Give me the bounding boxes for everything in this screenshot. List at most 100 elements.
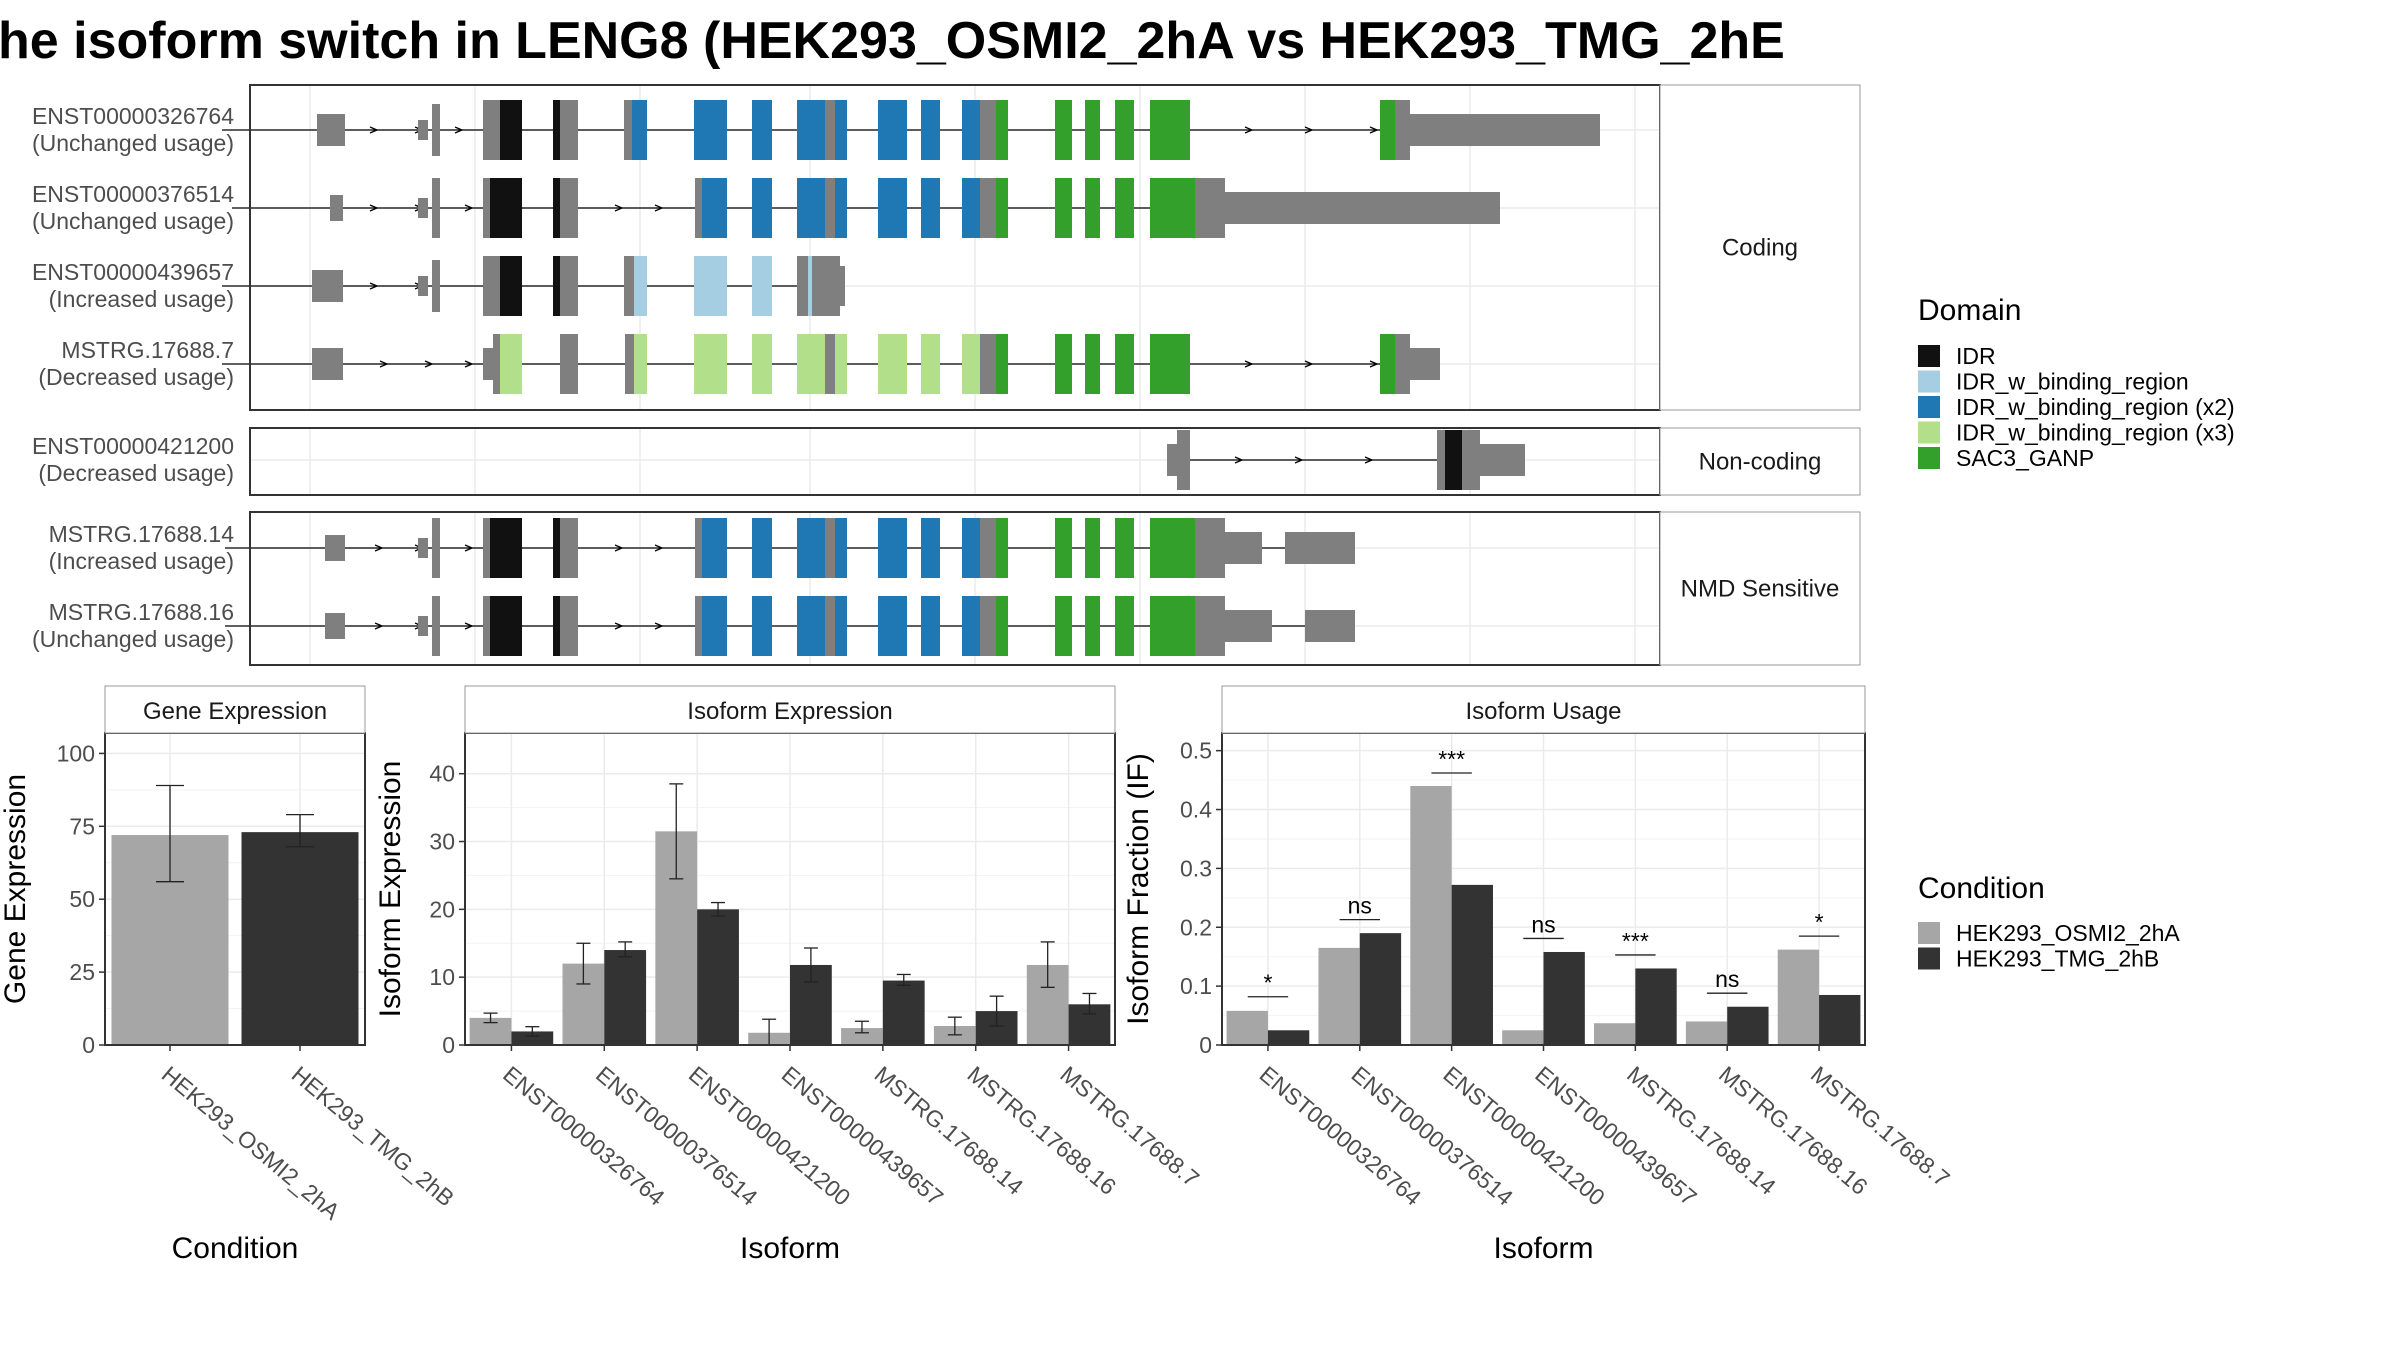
- transcript-id: ENST00000326764: [32, 103, 234, 129]
- direction-arrow: [374, 544, 384, 552]
- panel-background: [250, 512, 1660, 665]
- transcript-usage: (Unchanged usage): [32, 208, 234, 234]
- structure-panel-frame: Non-coding: [249, 427, 1861, 496]
- exon-utr: [418, 198, 428, 218]
- bar: [1226, 1010, 1268, 1045]
- exon-domain-idr: [490, 518, 522, 578]
- significance-label: *: [1815, 909, 1824, 935]
- bar: [1819, 994, 1861, 1045]
- direction-arrow: [614, 622, 624, 630]
- x-axis-title: Isoform: [740, 1232, 840, 1265]
- direction-arrow: [369, 204, 379, 212]
- exon-utr: [432, 104, 440, 156]
- exon-domain-idr-w-binding-region-x2: [878, 178, 907, 238]
- exon-utr: [418, 120, 428, 140]
- chart-panel-2: 0 10 20 30 40 ENST00000326764ENST00000376514E…: [374, 685, 1204, 1265]
- exon-utr: [483, 100, 500, 160]
- direction-arrow: [369, 126, 379, 134]
- exon-domain-sac3-ganp: [996, 334, 1008, 394]
- exon-utr: [624, 256, 634, 316]
- legend-label: IDR: [1956, 343, 1996, 369]
- y-tick-label: 0: [82, 1032, 95, 1058]
- legend-swatch: [1918, 947, 1940, 970]
- bar: [511, 1031, 554, 1045]
- facet-strip: [104, 685, 366, 734]
- bar: [1635, 968, 1677, 1045]
- exon-domain-idr-w-binding-region-x2: [797, 100, 825, 160]
- structure-panel-frame: Coding: [249, 84, 1861, 411]
- exon-domain-sac3-ganp: [996, 596, 1008, 656]
- x-tick-label: ENST00000421200: [1438, 1061, 1610, 1211]
- exon-utr: [432, 260, 440, 312]
- legend-swatch: [1918, 922, 1940, 944]
- y-tick-label: 0.1: [1180, 973, 1212, 999]
- transcript-id: ENST00000439657: [32, 259, 234, 285]
- legend-label: HEK293_TMG_2hB: [1956, 946, 2159, 972]
- x-tick-label: MSTRG.17688.14: [1622, 1061, 1781, 1200]
- exon-domain-idr: [500, 100, 522, 160]
- direction-arrow: [1364, 456, 1374, 464]
- direction-arrow: [654, 204, 664, 212]
- exon-utr: [825, 518, 835, 578]
- exon-utr: [980, 334, 996, 394]
- bar: [241, 832, 359, 1045]
- direction-arrow: [1244, 126, 1254, 134]
- exon-utr: [560, 334, 578, 394]
- y-tick-label: 40: [429, 761, 455, 787]
- exon-utr: [1462, 430, 1480, 490]
- exon-utr: [483, 178, 490, 238]
- facet-strip: [1659, 427, 1861, 496]
- isoform-track: MSTRG.17688.14(Increased usage): [49, 518, 1355, 578]
- x-tick-label: ENST00000326764: [1255, 1061, 1427, 1211]
- chart-panel-3: 0 0.1 0.2 0.3 0.4 0.5 ENST00000326764 * ENST0000…: [1122, 685, 1955, 1265]
- exon-utr: [1225, 192, 1500, 224]
- transcript-id: MSTRG.17688.7: [61, 337, 234, 363]
- bar: [697, 909, 739, 1045]
- exon-domain-idr-w-binding-region-x2: [702, 596, 727, 656]
- exon-utr: [325, 613, 345, 639]
- exon-domain-idr-w-binding-region-x2: [835, 100, 847, 160]
- exon-domain-sac3-ganp: [1115, 334, 1134, 394]
- exon-utr: [483, 518, 490, 578]
- bar: [1685, 1021, 1728, 1045]
- transcript-id: MSTRG.17688.14: [49, 521, 235, 547]
- exon-domain-sac3-ganp: [1055, 596, 1072, 656]
- exon-domain-sac3-ganp: [1055, 334, 1072, 394]
- exon-utr: [980, 178, 996, 238]
- legend-swatch: [1918, 345, 1940, 367]
- exon-domain-sac3-ganp: [1115, 178, 1134, 238]
- facet-strip: [1221, 685, 1866, 734]
- y-tick-label: 100: [57, 740, 95, 766]
- structure-panel-3: [250, 512, 1660, 665]
- significance-label: ***: [1438, 746, 1465, 772]
- exon-utr: [980, 518, 996, 578]
- transcript-usage: (Increased usage): [49, 548, 234, 574]
- exon-domain-idr-w-binding-region: [694, 256, 727, 316]
- direction-arrow: [1234, 456, 1244, 464]
- transcript-id: MSTRG.17688.16: [49, 599, 234, 625]
- exon-domain-idr: [553, 518, 560, 578]
- exon-utr: [483, 256, 500, 316]
- x-axis-title: Condition: [172, 1232, 299, 1265]
- exon-domain-idr-w-binding-region-x2: [878, 596, 907, 656]
- exon-utr: [1480, 444, 1525, 476]
- exon-domain-sac3-ganp: [996, 178, 1008, 238]
- bar: [604, 950, 647, 1045]
- exon-utr: [825, 178, 835, 238]
- exon-domain-sac3-ganp: [996, 518, 1008, 578]
- bar: [1410, 785, 1452, 1045]
- exon-domain-sac3-ganp: [1085, 100, 1100, 160]
- exon-utr: [1167, 444, 1177, 476]
- x-tick-label: ENST00000376514: [1347, 1061, 1519, 1211]
- exon-domain-sac3-ganp: [1150, 518, 1195, 578]
- exon-domain-idr-w-binding-region: [808, 256, 812, 316]
- exon-domain-sac3-ganp: [1115, 596, 1134, 656]
- y-axis-title: Gene Expression: [0, 774, 32, 1004]
- exon-domain-idr-w-binding-region-x2: [878, 100, 907, 160]
- y-tick-label: 25: [69, 959, 95, 985]
- exon-domain-idr-w-binding-region-x3: [921, 334, 940, 394]
- y-axis-title: Isoform Expression: [374, 761, 407, 1018]
- x-axis-title: Isoform: [1493, 1232, 1593, 1265]
- significance-label: ***: [1622, 928, 1649, 954]
